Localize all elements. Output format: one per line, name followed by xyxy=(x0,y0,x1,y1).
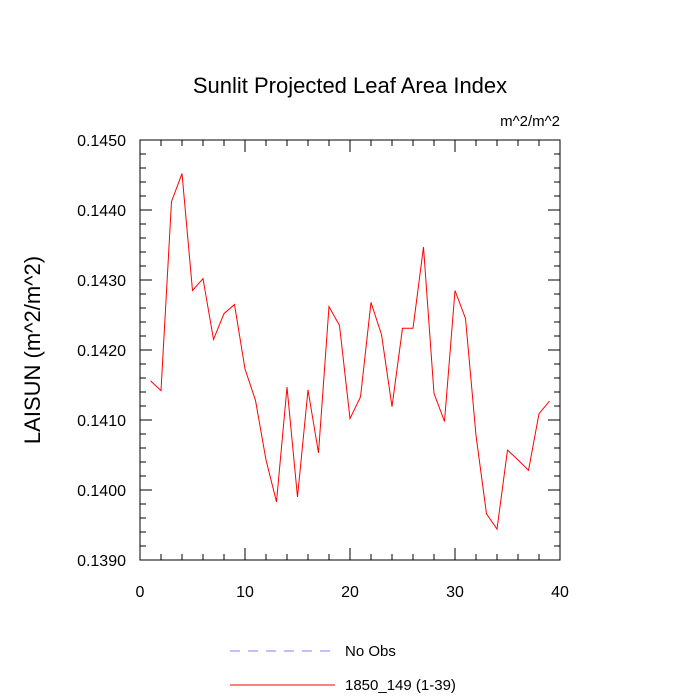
x-tick-label: 10 xyxy=(236,584,254,601)
plot-frame xyxy=(139,139,561,561)
y-tick-label: 0.1450 xyxy=(77,133,126,150)
y-tick-label: 0.1400 xyxy=(77,483,126,500)
series-line xyxy=(150,173,550,531)
y-axis-label: LAISUN (m^2/m^2) xyxy=(20,256,45,444)
y-tick-label: 0.1430 xyxy=(77,273,126,290)
axis-ticks: 0 10 20 30 40 0.1390 0.1400 0.1410 0.1420 0.1430 0… xyxy=(77,133,569,601)
y-tick-label: 0.1420 xyxy=(77,343,126,360)
legend-label: No Obs xyxy=(345,643,396,660)
y-tick-label: 0.1440 xyxy=(77,203,126,220)
legend: No Obs 1850_149 (1-39) xyxy=(230,643,456,694)
legend-label: 1850_149 (1-39) xyxy=(345,677,456,694)
y-tick-label: 0.1390 xyxy=(77,553,126,570)
series-layer xyxy=(150,173,550,531)
x-tick-label: 30 xyxy=(446,584,464,601)
y-tick-label: 0.1410 xyxy=(77,413,126,430)
units-label: m^2/m^2 xyxy=(500,113,560,130)
x-tick-label: 0 xyxy=(136,584,145,601)
x-tick-label: 20 xyxy=(341,584,359,601)
x-tick-label: 40 xyxy=(551,584,569,601)
chart-title: Sunlit Projected Leaf Area Index xyxy=(193,73,507,98)
